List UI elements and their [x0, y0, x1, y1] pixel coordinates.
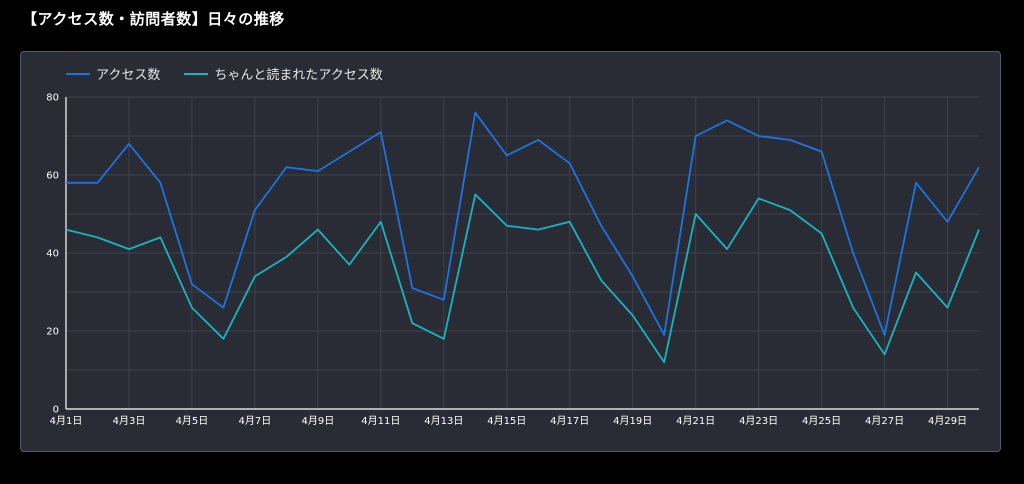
x-tick-label: 4月9日 [301, 415, 334, 427]
x-tick-label: 4月1日 [50, 415, 83, 427]
legend-item-series-1[interactable]: アクセス数 [66, 64, 160, 83]
x-tick-label: 4月7日 [239, 415, 272, 427]
y-tick-label: 0 [53, 405, 59, 416]
y-tick-label: 20 [46, 327, 59, 338]
legend-swatch-series-2 [184, 72, 209, 75]
x-tick-label: 4月5日 [176, 415, 209, 427]
x-tick-label: 4月3日 [113, 415, 146, 427]
x-tick-label: 4月25日 [802, 415, 841, 427]
x-tick-label: 4月11日 [361, 415, 400, 427]
line-chart: 0 20 40 60 80 4月1日 4月3日 4月5日 4月7日 4月9日 4月11日 4月13日 4… [46, 93, 980, 427]
chart-legend: アクセス数 ちゃんと読まれたアクセス数 [66, 64, 383, 83]
series-line-2 [65, 193, 980, 364]
y-tick-label: 60 [46, 171, 59, 182]
legend-label-series-1: アクセス数 [96, 68, 161, 83]
y-tick-label: 80 [46, 93, 59, 104]
legend-label-series-2: ちゃんと読まれたアクセス数 [214, 68, 383, 83]
x-tick-label: 4月15日 [487, 415, 526, 427]
x-tick-label: 4月17日 [550, 415, 589, 427]
x-tick-label: 4月13日 [424, 415, 463, 427]
chart-panel: アクセス数 ちゃんと読まれたアクセス数 0 20 40 60 80 4月1日 4月3日 4月5… [20, 51, 1001, 452]
series-line-1 [66, 111, 980, 336]
legend-swatch-series-1 [66, 72, 90, 75]
page-title: 【アクセス数・訪問者数】日々の推移 [22, 10, 285, 28]
x-tick-label: 4月21日 [676, 415, 715, 427]
legend-item-series-2[interactable]: ちゃんと読まれたアクセス数 [184, 64, 383, 83]
x-tick-label: 4月23日 [739, 415, 778, 427]
x-tick-label: 4月29日 [928, 415, 967, 427]
x-tick-label: 4月27日 [865, 415, 904, 427]
y-tick-label: 40 [46, 249, 59, 260]
x-tick-label: 4月19日 [613, 415, 652, 427]
